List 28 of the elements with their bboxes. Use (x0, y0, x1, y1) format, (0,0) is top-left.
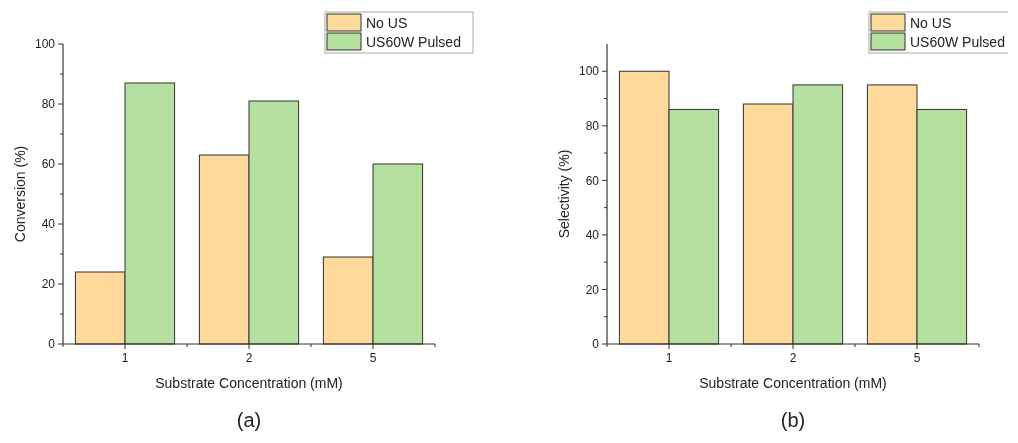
x-tick-label: 1 (665, 351, 673, 365)
y-tick-label: 0 (48, 337, 56, 352)
text: (b) (780, 409, 806, 431)
legend-label: US60W Pulsed (910, 33, 1005, 50)
y-tick-label: 20 (585, 282, 600, 297)
y-tick-label: 0 (592, 337, 600, 352)
legend-label: No US (910, 14, 952, 31)
x-tick-label: 1 (121, 351, 129, 365)
y-tick-label: 100 (578, 64, 600, 79)
x-tick-label: 2 (245, 351, 253, 365)
y-tick-label: 60 (585, 173, 600, 188)
legend-label: No US (366, 14, 408, 31)
text: (a) (236, 409, 262, 431)
x-tick-label: 5 (913, 351, 921, 365)
y-axis-title: Conversion (%) (12, 145, 28, 243)
y-tick-label: 20 (41, 277, 56, 292)
y-tick-label: 80 (585, 119, 600, 134)
y-tick-label: 80 (41, 97, 56, 112)
y-tick-label: 40 (585, 228, 600, 243)
x-tick-label: 2 (789, 351, 797, 365)
y-axis-title: Selectivity (%) (556, 149, 572, 239)
legend-label: US60W Pulsed (366, 33, 461, 50)
x-axis-title: Substrate Concentration (mM) (155, 375, 343, 391)
y-tick-label: 100 (34, 37, 56, 52)
x-tick-label: 5 (369, 351, 377, 365)
y-tick-label: 40 (41, 217, 56, 232)
y-tick-label: 60 (41, 157, 56, 172)
x-axis-title: Substrate Concentration (mM) (699, 375, 887, 391)
